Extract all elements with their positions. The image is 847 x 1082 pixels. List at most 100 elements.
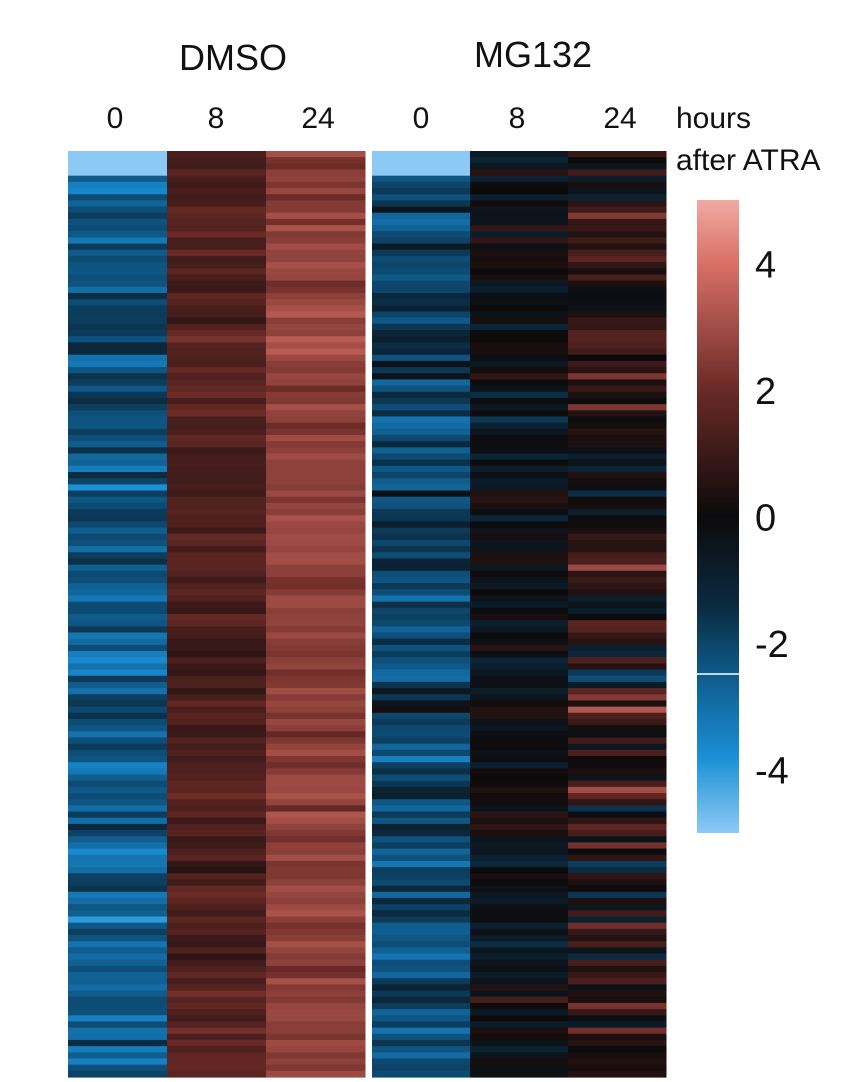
heatmap-cell-mg132-8h-r138	[470, 1002, 569, 1010]
heatmap-cell-mg132-8h-r44	[470, 422, 569, 430]
heatmap-cell-dmso-8h-r9	[167, 206, 267, 214]
heatmap-cell-dmso-8h-r148	[167, 1064, 267, 1072]
heatmap-cell-mg132-8h-r106	[470, 805, 569, 813]
heatmap-cell-mg132-8h-r137	[470, 996, 569, 1004]
heatmap-cell-dmso-8h-r64	[167, 546, 267, 553]
heatmap-cell-dmso-24h-r66	[266, 558, 366, 566]
heatmap-cell-mg132-24h-r50	[568, 459, 667, 467]
heatmap-cell-mg132-0h-r14	[372, 237, 471, 245]
heatmap-cell-mg132-0h-r24	[372, 299, 471, 306]
heatmap-cell-mg132-24h-r144	[568, 1039, 667, 1047]
heatmap-cell-dmso-0h-r132	[68, 965, 168, 973]
heatmap-cell-mg132-0h-r11	[372, 218, 471, 226]
heatmap-cell-dmso-8h-r63	[167, 539, 267, 547]
heatmap-cell-mg132-8h-r19	[470, 268, 569, 276]
heatmap-cell-dmso-0h-r33	[68, 354, 168, 362]
heatmap-cell-dmso-24h-r68	[266, 570, 366, 578]
heatmap-cell-mg132-8h-r55	[470, 490, 569, 498]
heatmap-cell-dmso-0h-r110	[68, 830, 168, 837]
heatmap-cell-dmso-24h-r59	[266, 515, 366, 522]
heatmap-cell-dmso-24h-r64	[266, 546, 366, 553]
heatmap-cell-mg132-24h-r136	[568, 990, 667, 998]
heatmap-cell-mg132-8h-r116	[470, 867, 569, 874]
heatmap-cell-mg132-0h-r146	[372, 1052, 471, 1060]
heatmap-cell-dmso-8h-r87	[167, 688, 267, 695]
heatmap-cell-mg132-0h-r15	[372, 243, 471, 251]
heatmap-cell-dmso-8h-r69	[167, 576, 267, 584]
heatmap-cell-mg132-0h-r115	[372, 860, 471, 868]
heatmap-cell-mg132-0h-r80	[372, 644, 471, 652]
heatmap-cell-dmso-0h-r7	[68, 194, 168, 201]
heatmap-cell-dmso-24h-r86	[266, 681, 366, 689]
heatmap-cell-dmso-8h-r28	[167, 323, 267, 331]
heatmap-cell-dmso-0h-r62	[68, 533, 168, 541]
heatmap-cell-mg132-8h-r131	[470, 959, 569, 967]
heatmap-cell-mg132-8h-r53	[470, 478, 569, 485]
heatmap-cell-dmso-0h-r32	[68, 348, 168, 356]
heatmap-cell-dmso-24h-r37	[266, 379, 366, 387]
heatmap-cell-mg132-8h-r108	[470, 817, 569, 825]
heatmap-cell-mg132-0h-r119	[372, 885, 471, 893]
heatmap-cell-dmso-24h-r11	[266, 218, 366, 226]
heatmap-cell-dmso-0h-r16	[68, 249, 168, 257]
heatmap-cell-dmso-0h-r64	[68, 546, 168, 553]
heatmap-cell-mg132-0h-r143	[372, 1033, 471, 1041]
heatmap-cell-dmso-8h-r136	[167, 990, 267, 998]
heatmap-cell-dmso-0h-r135	[68, 984, 168, 992]
heatmap-cell-dmso-0h-r94	[68, 731, 168, 739]
heatmap-cell-dmso-0h-r142	[68, 1027, 168, 1035]
heatmap-cell-mg132-8h-r34	[470, 360, 569, 368]
heatmap-cell-mg132-8h-r66	[470, 558, 569, 566]
heatmap-cell-mg132-24h-r87	[568, 688, 667, 695]
heatmap-cell-dmso-8h-r128	[167, 941, 267, 948]
heatmap-panel-mg132	[372, 151, 667, 1078]
heatmap-cell-dmso-8h-r100	[167, 768, 267, 776]
heatmap-cell-dmso-24h-r94	[266, 731, 366, 739]
heatmap-cell-mg132-0h-r35	[372, 367, 471, 374]
heatmap-cell-dmso-8h-r124	[167, 916, 267, 924]
heatmap-cell-dmso-24h-r28	[266, 323, 366, 331]
heatmap-cell-dmso-8h-r115	[167, 860, 267, 868]
heatmap-cell-mg132-24h-r69	[568, 576, 667, 584]
heatmap-cell-dmso-8h-r143	[167, 1033, 267, 1041]
heatmap-cell-dmso-24h-r63	[266, 539, 366, 547]
heatmap-cell-dmso-0h-r98	[68, 755, 168, 763]
heatmap-cell-dmso-0h-r31	[68, 342, 168, 350]
heatmap-cell-mg132-8h-r125	[470, 922, 569, 930]
heatmap-cell-dmso-0h-r59	[68, 515, 168, 522]
heatmap-cell-mg132-24h-r16	[568, 249, 667, 257]
heatmap-cell-mg132-0h-r60	[372, 521, 471, 529]
heatmap-cell-dmso-0h-r137	[68, 996, 168, 1004]
heatmap-cell-dmso-24h-r26	[266, 311, 366, 319]
column-label-mg132-8: 8	[509, 102, 526, 135]
heatmap-cell-mg132-24h-r111	[568, 836, 667, 844]
heatmap-cell-mg132-24h-r106	[568, 805, 667, 813]
heatmap-cell-dmso-24h-r95	[266, 737, 366, 745]
heatmap-cell-mg132-0h-r129	[372, 947, 471, 955]
heatmap-cell-dmso-0h-r70	[68, 583, 168, 590]
heatmap-cell-dmso-24h-r145	[266, 1046, 366, 1053]
heatmap-cell-dmso-8h-r120	[167, 891, 267, 899]
heatmap-cell-mg132-8h-r60	[470, 521, 569, 529]
heatmap-cell-dmso-8h-r25	[167, 305, 267, 313]
heatmap-cell-dmso-24h-r44	[266, 422, 366, 430]
heatmap-cell-dmso-0h-r13	[68, 231, 168, 239]
heatmap-cell-dmso-8h-r47	[167, 441, 267, 448]
heatmap-cell-mg132-24h-r41	[568, 404, 667, 411]
heatmap-cell-mg132-24h-r109	[568, 823, 667, 831]
heatmap-cell-dmso-0h-r74	[68, 607, 168, 615]
heatmap-cell-dmso-8h-r127	[167, 935, 267, 942]
heatmap-cell-dmso-24h-r25	[266, 305, 366, 313]
heatmap-cell-dmso-8h-r103	[167, 786, 267, 794]
heatmap-cell-mg132-0h-r34	[372, 360, 471, 368]
heatmap-cell-dmso-0h-r68	[68, 570, 168, 578]
heatmap-cell-mg132-8h-r7	[470, 194, 569, 201]
heatmap-cell-dmso-8h-r112	[167, 842, 267, 850]
heatmap-cell-dmso-0h-r60	[68, 521, 168, 529]
heatmap-cell-dmso-24h-r49	[266, 453, 366, 461]
heatmap-cell-mg132-24h-r130	[568, 953, 667, 961]
heatmap-cell-dmso-0h-r51	[68, 465, 168, 473]
heatmap-cell-dmso-24h-r96	[266, 743, 366, 751]
heatmap-cell-dmso-8h-r50	[167, 459, 267, 467]
heatmap-cell-mg132-0h-r48	[372, 447, 471, 455]
